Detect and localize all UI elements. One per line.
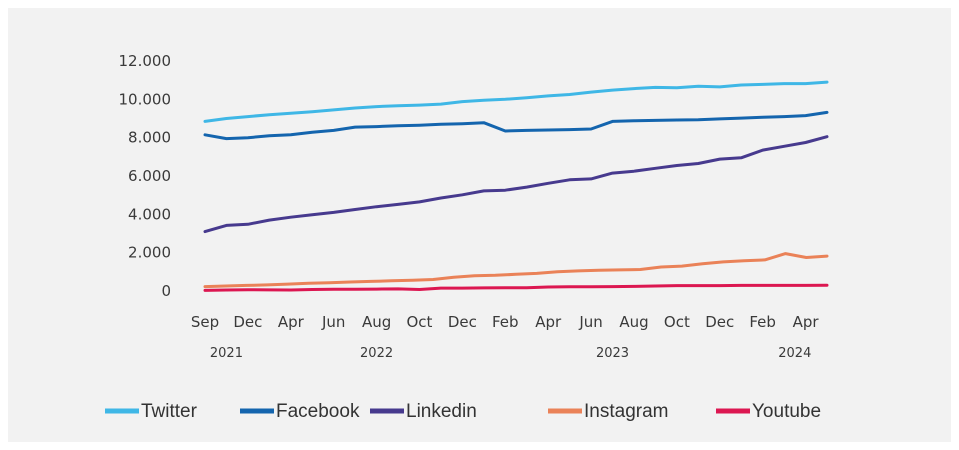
series-line-twitter [203,80,829,123]
x-tick-label: Dec [233,313,262,331]
x-tick-label: Aug [619,313,648,331]
legend-item-linkedin: Linkedin [370,401,477,422]
x-axis-month-ticks: Sep Dec Apr Jun Aug Oct Dec Feb Apr Jun Aug Oct Dec F… [191,313,819,331]
legend-item-youtube: Youtube [716,401,821,422]
series-line-instagram [203,252,829,289]
legend-item-facebook: Facebook [240,401,360,422]
y-tick-label: 12.000 [119,52,172,70]
x-year-label: 2023 [596,346,629,361]
x-axis-year-ticks: 2021 2022 2023 2024 [210,346,811,361]
y-axis-ticks: 0 2.000 4.000 6.000 8.000 10.000 12.000 [119,52,172,300]
x-tick-label: Jun [321,313,345,331]
legend-label: Instagram [584,401,668,422]
legend: Twitter Facebook Linkedin Instagram Youtube [105,401,821,422]
x-year-label: 2021 [210,346,243,361]
legend-label: Facebook [276,401,360,422]
y-tick-label: 10.000 [119,90,172,108]
x-tick-label: Aug [362,313,391,331]
x-tick-label: Dec [705,313,734,331]
series-line-facebook [203,110,829,141]
chart-frame: 0 2.000 4.000 6.000 8.000 10.000 12.000 Sep Dec… [8,8,951,442]
x-tick-label: Apr [535,313,562,331]
x-tick-label: Oct [664,313,690,331]
x-tick-label: Dec [448,313,477,331]
y-tick-label: 6.000 [128,167,171,185]
y-tick-label: 0 [161,282,171,300]
legend-label: Twitter [141,401,198,422]
y-tick-label: 2.000 [128,244,171,262]
series-lines [203,80,829,292]
x-tick-label: Apr [793,313,820,331]
y-tick-label: 8.000 [128,129,171,147]
x-tick-label: Sep [191,313,219,331]
legend-item-twitter: Twitter [105,401,198,422]
x-tick-label: Feb [492,313,519,331]
legend-label: Linkedin [406,401,477,422]
x-tick-label: Feb [749,313,776,331]
legend-label: Youtube [752,401,821,422]
x-tick-label: Apr [278,313,305,331]
x-year-label: 2022 [360,346,393,361]
x-year-label: 2024 [778,346,811,361]
series-line-linkedin [203,135,829,234]
x-tick-label: Oct [407,313,433,331]
y-tick-label: 4.000 [128,205,171,223]
series-line-youtube [203,283,829,292]
line-chart: 0 2.000 4.000 6.000 8.000 10.000 12.000 Sep Dec… [105,52,829,422]
legend-item-instagram: Instagram [548,401,668,422]
x-tick-label: Jun [578,313,602,331]
